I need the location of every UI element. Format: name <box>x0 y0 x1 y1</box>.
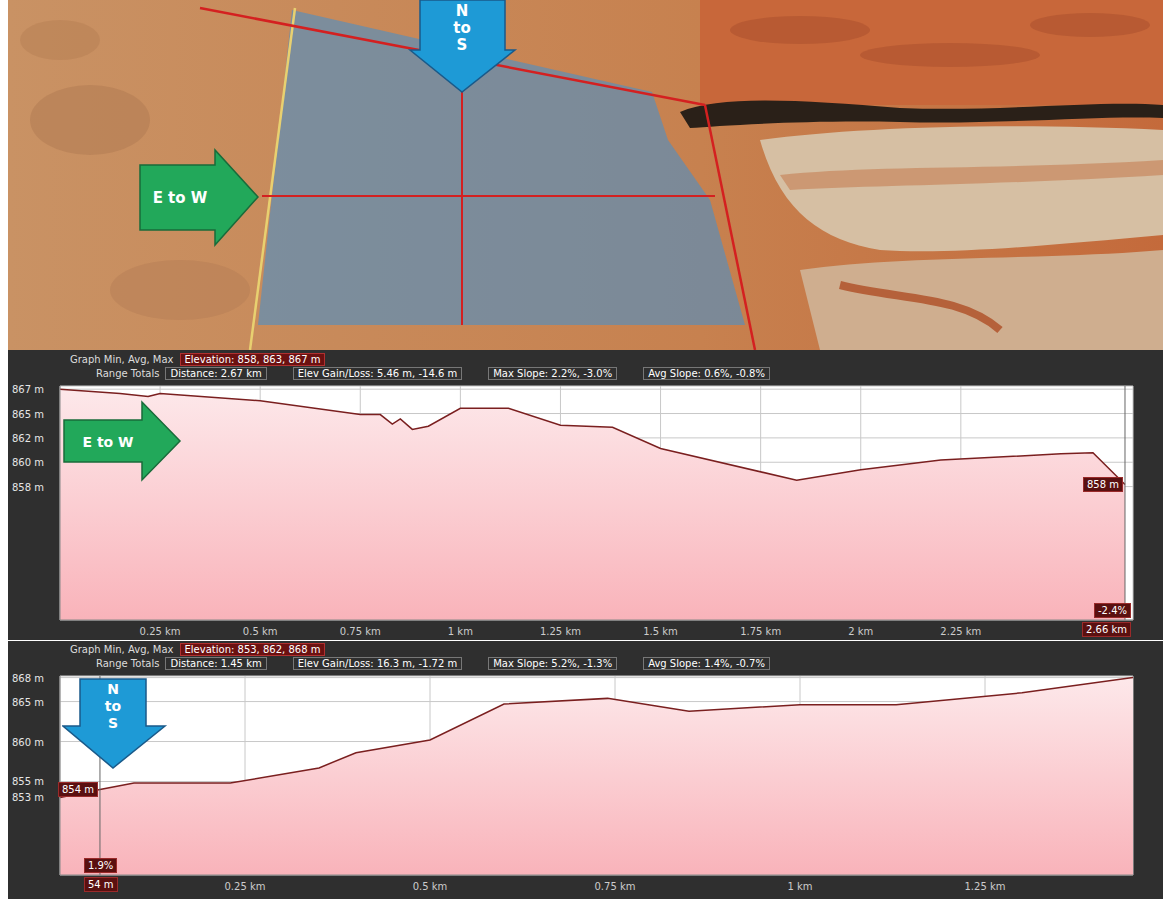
svg-text:2.25 km: 2.25 km <box>940 626 981 637</box>
html-text:-2.4%: -2.4% <box>1098 605 1127 616</box>
html-text:Max Slope: 5.2%, -1.3%: Max Slope: 5.2%, -1.3% <box>493 657 613 669</box>
svg-text:860 m: 860 m <box>12 737 44 748</box>
svg-text:1.25 km: 1.25 km <box>540 626 581 637</box>
html-text:Elev Gain/Loss: 5.46 m, -14.6: Elev Gain/Loss: 5.46 m, -14.6 m <box>297 367 458 379</box>
html-text:Avg Slope: 0.6%, -0.8%: Avg Slope: 0.6%, -0.8% <box>648 367 765 379</box>
svg-text:1.25 km: 1.25 km <box>965 881 1006 892</box>
svg-text:N: N <box>456 2 469 20</box>
html-text:Max Slope: 2.2%, -3.0%: Max Slope: 2.2%, -3.0% <box>493 367 613 379</box>
html-text:854 m: 854 m <box>62 784 94 796</box>
html-text:Elev Gain/Loss: 16.3 m, -1.72: Elev Gain/Loss: 16.3 m, -1.72 m <box>297 657 458 669</box>
html-text:Elevation: 853, 862, 868 m: Elevation: 853, 862, 868 m <box>184 643 321 655</box>
svg-text:0.25 km: 0.25 km <box>140 626 181 637</box>
svg-text:0.5 km: 0.5 km <box>413 881 448 892</box>
svg-text:868 m: 868 m <box>12 673 44 684</box>
html-text:54 m: 54 m <box>88 879 114 890</box>
svg-text:865 m: 865 m <box>12 409 44 420</box>
svg-text:N: N <box>107 681 119 697</box>
svg-text:855 m: 855 m <box>12 776 44 787</box>
svg-text:1 km: 1 km <box>448 626 473 637</box>
svg-text:862 m: 862 m <box>12 433 44 444</box>
html-text:Graph Min, Avg, Max: Graph Min, Avg, Max <box>70 643 174 655</box>
svg-text:853 m: 853 m <box>12 792 44 803</box>
svg-text:1 km: 1 km <box>787 881 812 892</box>
html-text:Graph Min, Avg, Max: Graph Min, Avg, Max <box>70 353 174 365</box>
svg-text:E to W: E to W <box>82 434 133 450</box>
svg-text:E to W: E to W <box>153 189 208 207</box>
svg-text:S: S <box>457 36 468 54</box>
html-text:Distance: 1.45 km: Distance: 1.45 km <box>170 657 262 669</box>
html-text:Range Totals: Range Totals <box>96 367 160 379</box>
html-text:2.66 km: 2.66 km <box>1086 624 1127 635</box>
svg-text:1.75 km: 1.75 km <box>740 626 781 637</box>
html-text:Elevation: 858, 863, 867 m: Elevation: 858, 863, 867 m <box>184 353 321 365</box>
svg-text:1.5 km: 1.5 km <box>643 626 678 637</box>
svg-text:to: to <box>453 19 470 37</box>
svg-text:2 km: 2 km <box>848 626 873 637</box>
svg-text:867 m: 867 m <box>12 384 44 395</box>
html-text:Distance: 2.67 km: Distance: 2.67 km <box>170 367 262 379</box>
html-text:1.9%: 1.9% <box>88 860 114 871</box>
html-text:858 m: 858 m <box>1087 479 1119 491</box>
svg-text:0.75 km: 0.75 km <box>595 881 636 892</box>
svg-text:858 m: 858 m <box>12 482 44 493</box>
svg-text:0.25 km: 0.25 km <box>225 881 266 892</box>
svg-text:865 m: 865 m <box>12 697 44 708</box>
svg-text:0.75 km: 0.75 km <box>340 626 381 637</box>
svg-text:to: to <box>105 698 122 714</box>
html-text:Range Totals: Range Totals <box>96 657 160 669</box>
svg-text:S: S <box>108 715 118 731</box>
html-text:Avg Slope: 1.4%, -0.7%: Avg Slope: 1.4%, -0.7% <box>648 657 765 669</box>
svg-text:860 m: 860 m <box>12 457 44 468</box>
svg-text:0.5 km: 0.5 km <box>243 626 278 637</box>
